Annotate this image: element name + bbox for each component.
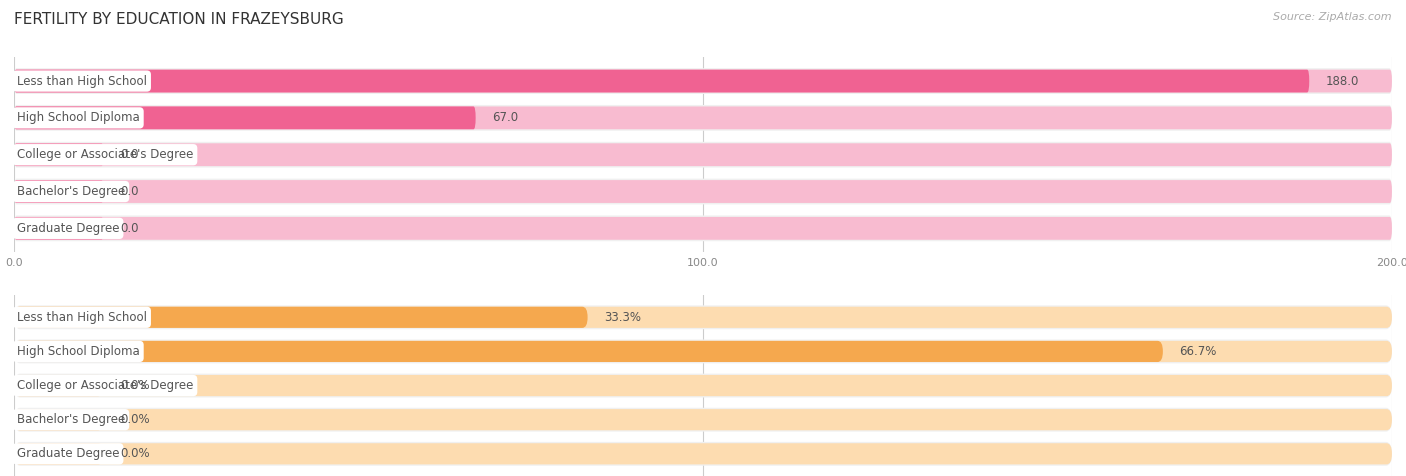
FancyBboxPatch shape: [14, 306, 1392, 329]
FancyBboxPatch shape: [14, 443, 104, 465]
FancyBboxPatch shape: [14, 442, 1392, 466]
Text: 188.0: 188.0: [1326, 75, 1360, 88]
FancyBboxPatch shape: [14, 69, 1309, 92]
FancyBboxPatch shape: [14, 217, 1392, 240]
Text: High School Diploma: High School Diploma: [17, 345, 139, 358]
Text: College or Associate's Degree: College or Associate's Degree: [17, 148, 193, 161]
FancyBboxPatch shape: [14, 216, 1392, 241]
Text: 0.0%: 0.0%: [120, 379, 150, 392]
FancyBboxPatch shape: [14, 307, 1392, 328]
FancyBboxPatch shape: [14, 341, 1163, 362]
FancyBboxPatch shape: [14, 143, 1392, 166]
Text: Less than High School: Less than High School: [17, 311, 146, 324]
FancyBboxPatch shape: [14, 408, 1392, 432]
Text: Bachelor's Degree: Bachelor's Degree: [17, 185, 125, 198]
FancyBboxPatch shape: [14, 375, 1392, 396]
FancyBboxPatch shape: [14, 143, 104, 166]
FancyBboxPatch shape: [14, 374, 1392, 397]
FancyBboxPatch shape: [14, 105, 1392, 131]
Text: Source: ZipAtlas.com: Source: ZipAtlas.com: [1274, 12, 1392, 22]
FancyBboxPatch shape: [14, 409, 1392, 430]
FancyBboxPatch shape: [14, 69, 1392, 92]
Text: FERTILITY BY EDUCATION IN FRAZEYSBURG: FERTILITY BY EDUCATION IN FRAZEYSBURG: [14, 12, 344, 27]
FancyBboxPatch shape: [14, 178, 1392, 204]
FancyBboxPatch shape: [14, 107, 1392, 129]
Text: Bachelor's Degree: Bachelor's Degree: [17, 413, 125, 426]
Text: 0.0%: 0.0%: [120, 413, 150, 426]
Text: 67.0: 67.0: [492, 111, 519, 124]
FancyBboxPatch shape: [14, 341, 1392, 362]
FancyBboxPatch shape: [14, 307, 588, 328]
FancyBboxPatch shape: [14, 68, 1392, 94]
Text: Graduate Degree: Graduate Degree: [17, 222, 120, 235]
Text: 0.0: 0.0: [120, 185, 139, 198]
FancyBboxPatch shape: [14, 375, 104, 396]
FancyBboxPatch shape: [14, 107, 475, 129]
FancyBboxPatch shape: [14, 409, 104, 430]
Text: College or Associate's Degree: College or Associate's Degree: [17, 379, 193, 392]
FancyBboxPatch shape: [14, 180, 1392, 203]
Text: Graduate Degree: Graduate Degree: [17, 447, 120, 460]
FancyBboxPatch shape: [14, 180, 104, 203]
Text: 0.0%: 0.0%: [120, 447, 150, 460]
FancyBboxPatch shape: [14, 217, 104, 240]
Text: High School Diploma: High School Diploma: [17, 111, 139, 124]
Text: 66.7%: 66.7%: [1180, 345, 1216, 358]
FancyBboxPatch shape: [14, 443, 1392, 465]
Text: 0.0: 0.0: [120, 148, 139, 161]
Text: Less than High School: Less than High School: [17, 75, 146, 88]
FancyBboxPatch shape: [14, 339, 1392, 363]
Text: 0.0: 0.0: [120, 222, 139, 235]
Text: 33.3%: 33.3%: [605, 311, 641, 324]
FancyBboxPatch shape: [14, 142, 1392, 168]
